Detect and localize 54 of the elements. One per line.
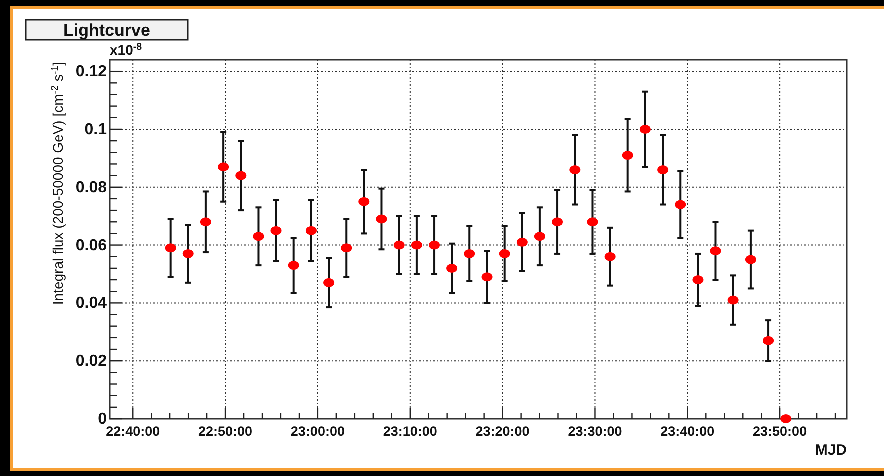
- point: [570, 166, 581, 175]
- x-tick-label: 23:00:00: [290, 424, 345, 439]
- y-tick-label: 0.04: [76, 295, 108, 312]
- text: x10$^{-8}$: [110, 42, 143, 58]
- point: [446, 264, 458, 273]
- x-tick-label: 23:40:00: [660, 424, 715, 439]
- point: [658, 166, 669, 175]
- x-tick-label: 23:50:00: [753, 424, 808, 439]
- y-tick-label: 0.02: [76, 353, 108, 370]
- point: [236, 171, 247, 180]
- x-tick-label: 23:10:00: [383, 424, 438, 439]
- point: [306, 226, 317, 236]
- point: [710, 246, 722, 256]
- chart-title: Lightcurve: [64, 21, 150, 40]
- point: [534, 232, 546, 242]
- point: [165, 244, 176, 253]
- point: [675, 200, 686, 210]
- point: [622, 151, 634, 160]
- point: [464, 249, 476, 258]
- point: [200, 218, 212, 227]
- point: [270, 226, 282, 236]
- y-tick-label: 0.08: [76, 179, 108, 196]
- point: [394, 240, 405, 250]
- point: [411, 240, 422, 250]
- point: [587, 218, 598, 227]
- point: [692, 276, 704, 285]
- x-axis-title: MJD: [815, 442, 848, 459]
- point: [516, 238, 528, 247]
- point: [482, 272, 493, 282]
- y-tick-label: 0: [98, 411, 108, 428]
- point: [341, 244, 352, 253]
- y-tick-label: 0.06: [76, 237, 108, 254]
- point: [253, 232, 264, 242]
- x-tick-label: 22:50:00: [198, 424, 253, 439]
- point: [745, 255, 756, 264]
- point: [499, 249, 510, 258]
- point: [324, 278, 335, 288]
- point: [728, 296, 739, 305]
- y-tick-label: 0.12: [76, 64, 108, 81]
- x-tick-label: 23:20:00: [476, 424, 530, 439]
- point: [429, 240, 440, 250]
- point: [182, 249, 194, 258]
- point: [640, 124, 651, 134]
- y-tick-label: 0.1: [84, 121, 108, 138]
- point: [358, 197, 370, 206]
- x-tick-label: 23:30:00: [568, 424, 622, 439]
- point: [376, 214, 388, 224]
- point: [763, 336, 774, 346]
- point: [780, 414, 792, 424]
- point: [288, 261, 300, 270]
- point: [552, 218, 564, 227]
- point: [218, 162, 230, 172]
- point: [604, 252, 616, 262]
- x-tick-label: 22:40:00: [106, 424, 160, 439]
